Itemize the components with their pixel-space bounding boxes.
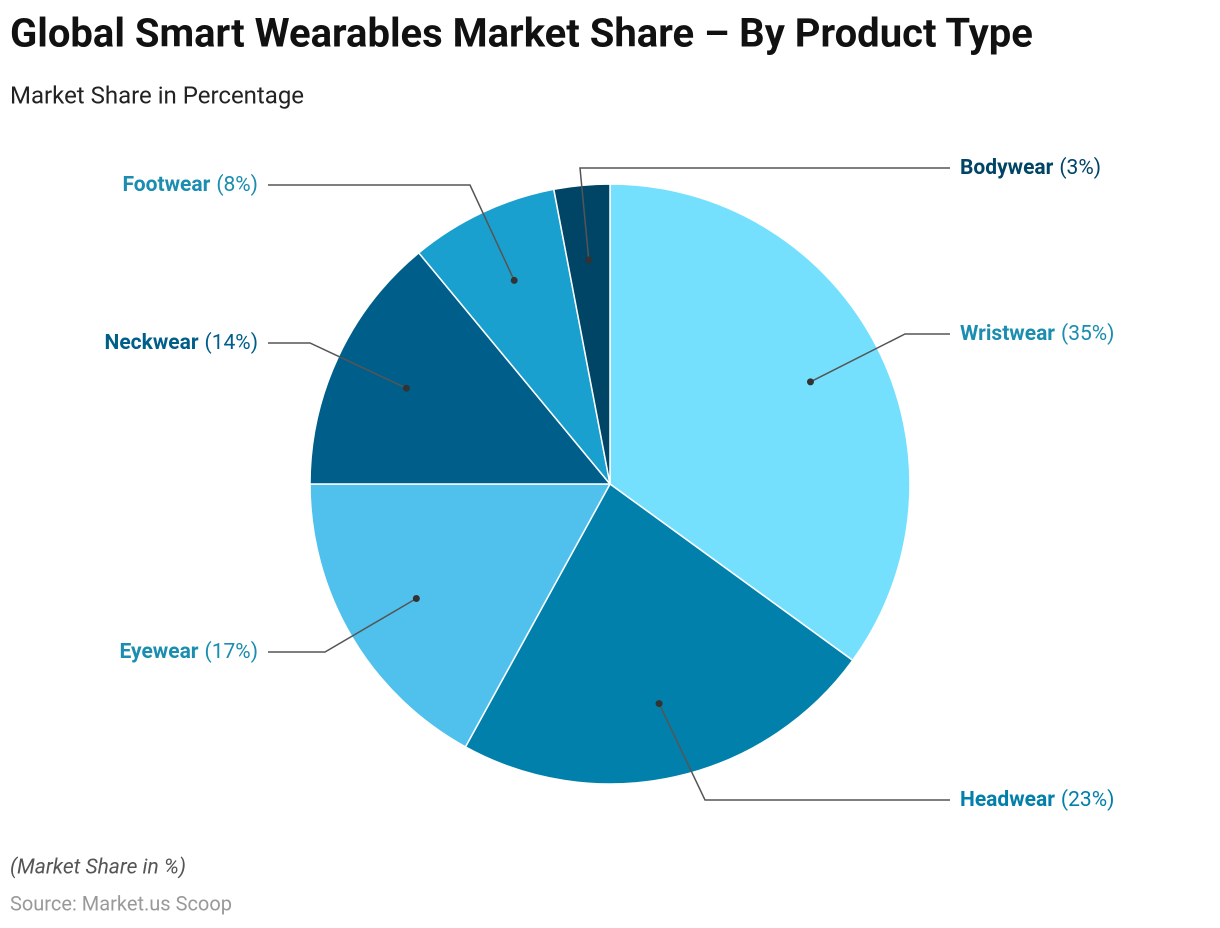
note: (Market Share in %) [10,856,186,880]
category-label: Wristwear [960,322,1055,346]
value-label: (8%) [216,173,258,197]
leader-line [268,184,515,281]
slice-label: Wristwear (35%) [960,322,1114,346]
leader-line [810,333,950,383]
leader-dot [510,276,518,284]
slice-label: Headwear (23%) [960,788,1114,812]
leader-dot [806,378,814,386]
value-label: (3%) [1059,156,1101,180]
leader-dot [402,384,410,392]
leader-dot [585,256,593,264]
leader-line [579,167,950,261]
category-label: Eyewear [119,640,198,664]
value-label: (35%) [1061,322,1114,346]
category-label: Neckwear [105,331,199,355]
category-label: Headwear [960,788,1055,812]
value-label: (14%) [205,331,258,355]
leader-line [268,597,417,653]
leader-line [268,342,407,389]
category-label: Footwear [122,173,210,197]
leader-dot [655,700,663,708]
leader-line [658,703,950,801]
value-label: (17%) [205,640,258,664]
value-label: (23%) [1061,788,1114,812]
slice-label: Eyewear (17%) [119,640,258,664]
slice-label: Footwear (8%) [122,173,258,197]
leader-dot [412,595,420,603]
chart-title: Global Smart Wearables Market Share – By… [10,10,1033,57]
source: Source: Market.us Scoop [10,891,232,915]
slice-label: Neckwear (14%) [105,331,259,355]
category-label: Bodywear [960,156,1054,180]
slice-label: Bodywear (3%) [960,156,1101,180]
chart-subtitle: Market Share in Percentage [10,81,304,109]
pie-slice [464,482,854,785]
